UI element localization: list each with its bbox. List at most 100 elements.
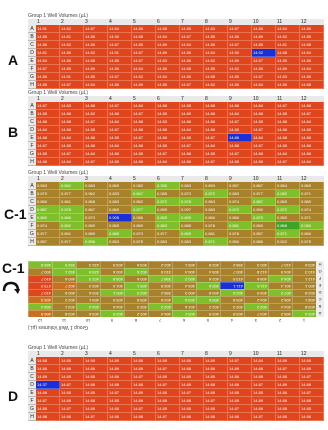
well-cell[interactable]: 0.857 bbox=[252, 230, 276, 238]
well-cell[interactable]: 402.6 bbox=[196, 275, 220, 282]
well-cell[interactable]: 14.88 bbox=[36, 413, 60, 421]
well-cell[interactable]: 14.89 bbox=[156, 49, 180, 57]
well-cell[interactable]: 410.3 bbox=[292, 268, 316, 275]
well-cell[interactable]: 14.86 bbox=[180, 357, 204, 365]
well-cell[interactable]: 0.868 bbox=[276, 222, 300, 230]
well-cell[interactable]: 0.866 bbox=[60, 214, 84, 222]
well-cell[interactable]: 14.84 bbox=[156, 33, 180, 41]
well-cell[interactable]: 403.8 bbox=[52, 310, 76, 317]
well-cell[interactable]: 14.86 bbox=[228, 102, 252, 110]
well-cell[interactable]: 14.87 bbox=[204, 158, 228, 166]
well-cell[interactable]: 14.91 bbox=[36, 25, 60, 33]
well-cell[interactable]: 402.2 bbox=[196, 303, 220, 310]
well-cell[interactable]: 400.1 bbox=[100, 289, 124, 296]
well-cell[interactable]: 14.88 bbox=[300, 357, 324, 365]
well-cell[interactable]: 405.3 bbox=[124, 303, 148, 310]
well-cell[interactable]: 14.85 bbox=[84, 389, 108, 397]
well-cell[interactable]: 0.872 bbox=[276, 206, 300, 214]
well-cell[interactable]: 405.3 bbox=[76, 282, 100, 289]
well-cell[interactable]: 14.87 bbox=[300, 389, 324, 397]
well-cell[interactable]: 14.85 bbox=[228, 397, 252, 405]
well-cell[interactable]: 14.88 bbox=[60, 389, 84, 397]
well-cell[interactable]: 14.85 bbox=[60, 373, 84, 381]
well-cell[interactable]: 14.87 bbox=[84, 413, 108, 421]
well-cell[interactable]: 14.87 bbox=[132, 110, 156, 118]
well-cell[interactable]: 14.87 bbox=[252, 57, 276, 65]
well-cell[interactable]: 14.88 bbox=[300, 41, 324, 49]
well-cell[interactable]: 14.86 bbox=[204, 365, 228, 373]
well-cell[interactable]: 0.892 bbox=[60, 222, 84, 230]
well-cell[interactable]: 14.84 bbox=[108, 142, 132, 150]
well-cell[interactable]: 409.0 bbox=[244, 289, 268, 296]
well-cell[interactable]: 0.889 bbox=[84, 230, 108, 238]
well-cell[interactable]: 14.85 bbox=[132, 365, 156, 373]
well-cell[interactable]: 402.8 bbox=[196, 261, 220, 268]
well-cell[interactable]: 14.88 bbox=[132, 33, 156, 41]
well-cell[interactable]: 14.86 bbox=[276, 373, 300, 381]
well-cell[interactable]: 14.88 bbox=[180, 365, 204, 373]
well-cell[interactable]: 14.87 bbox=[228, 118, 252, 126]
well-cell[interactable]: 410.7 bbox=[28, 289, 52, 296]
well-cell[interactable]: 14.85 bbox=[300, 33, 324, 41]
well-cell[interactable]: 400.7 bbox=[220, 268, 244, 275]
well-cell[interactable]: 14.86 bbox=[204, 110, 228, 118]
well-cell[interactable]: 14.86 bbox=[132, 142, 156, 150]
well-cell[interactable]: 14.85 bbox=[36, 110, 60, 118]
well-cell[interactable]: 413.9 bbox=[220, 275, 244, 282]
well-cell[interactable]: 14.84 bbox=[300, 158, 324, 166]
well-cell[interactable]: 14.88 bbox=[84, 373, 108, 381]
well-cell[interactable]: 0.865 bbox=[300, 182, 324, 190]
well-cell[interactable]: 14.91 bbox=[108, 49, 132, 57]
well-cell[interactable]: 14.86 bbox=[84, 381, 108, 389]
well-cell[interactable]: 14.86 bbox=[180, 49, 204, 57]
well-cell[interactable]: 402.2 bbox=[124, 310, 148, 317]
well-cell[interactable]: 14.86 bbox=[132, 381, 156, 389]
well-cell[interactable]: 0.873 bbox=[84, 214, 108, 222]
well-cell[interactable]: 14.85 bbox=[204, 65, 228, 73]
well-cell[interactable]: 14.84 bbox=[252, 134, 276, 142]
well-cell[interactable]: 0.833 bbox=[108, 190, 132, 198]
well-cell[interactable]: 14.86 bbox=[300, 413, 324, 421]
well-cell[interactable]: 402.6 bbox=[124, 268, 148, 275]
well-cell[interactable]: 0.897 bbox=[228, 182, 252, 190]
well-cell[interactable]: 14.85 bbox=[36, 81, 60, 89]
well-cell[interactable]: 14.86 bbox=[60, 57, 84, 65]
well-cell[interactable]: 406.4 bbox=[148, 310, 172, 317]
well-cell[interactable]: 14.37 bbox=[36, 381, 60, 389]
well-cell[interactable]: 14.81 bbox=[276, 41, 300, 49]
well-cell[interactable]: 400.3 bbox=[244, 261, 268, 268]
well-cell[interactable]: 406.9 bbox=[28, 310, 52, 317]
well-cell[interactable]: 402.7 bbox=[52, 282, 76, 289]
well-cell[interactable]: 14.87 bbox=[228, 357, 252, 365]
well-cell[interactable]: 14.88 bbox=[228, 389, 252, 397]
well-cell[interactable]: 408.6 bbox=[244, 275, 268, 282]
well-cell[interactable]: 14.88 bbox=[204, 102, 228, 110]
well-cell[interactable]: 14.89 bbox=[180, 110, 204, 118]
well-cell[interactable]: 14.84 bbox=[36, 57, 60, 65]
well-cell[interactable]: 0.863 bbox=[204, 198, 228, 206]
well-cell[interactable]: 402.5 bbox=[124, 289, 148, 296]
well-cell[interactable]: 14.86 bbox=[60, 110, 84, 118]
well-cell[interactable]: 14.85 bbox=[132, 150, 156, 158]
well-cell[interactable]: 14.88 bbox=[276, 134, 300, 142]
well-cell[interactable]: 400.6 bbox=[124, 275, 148, 282]
well-cell[interactable]: 14.82 bbox=[84, 49, 108, 57]
well-cell[interactable]: 14.87 bbox=[180, 389, 204, 397]
well-cell[interactable]: 310.5 bbox=[148, 268, 172, 275]
well-cell[interactable]: 14.86 bbox=[132, 118, 156, 126]
well-cell[interactable]: 14.86 bbox=[156, 65, 180, 73]
well-cell[interactable]: 0.866 bbox=[36, 198, 60, 206]
well-cell[interactable]: 14.88 bbox=[300, 81, 324, 89]
well-cell[interactable]: 14.87 bbox=[180, 81, 204, 89]
well-cell[interactable]: 0.563 bbox=[36, 182, 60, 190]
well-cell[interactable]: 0.082 bbox=[132, 182, 156, 190]
well-cell[interactable]: 14.86 bbox=[300, 73, 324, 81]
well-cell[interactable]: 14.84 bbox=[276, 25, 300, 33]
well-cell[interactable]: 403.1 bbox=[52, 303, 76, 310]
well-cell[interactable]: 401.6 bbox=[172, 303, 196, 310]
well-cell[interactable]: 14.87 bbox=[228, 150, 252, 158]
well-cell[interactable]: 479.3 bbox=[28, 282, 52, 289]
well-cell[interactable]: 14.84 bbox=[300, 118, 324, 126]
well-cell[interactable]: 14.86 bbox=[108, 81, 132, 89]
well-cell[interactable]: 0.877 bbox=[36, 230, 60, 238]
